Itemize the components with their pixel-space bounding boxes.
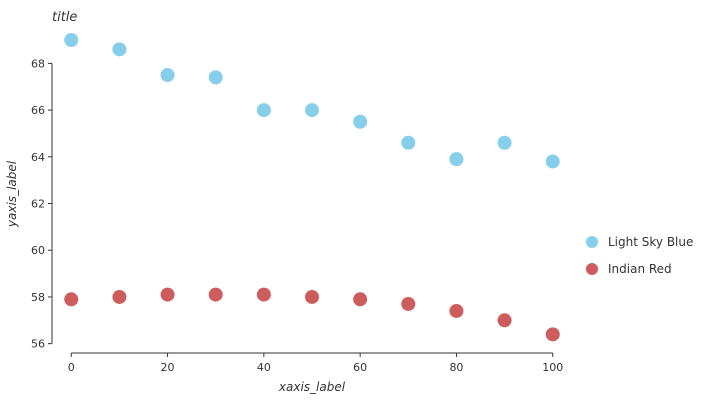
legend: Light Sky Blue Indian Red	[586, 235, 693, 276]
y-axis-title: yaxis_label	[5, 160, 19, 228]
point-light-sky-blue	[545, 154, 560, 169]
point-indian-red	[305, 289, 319, 304]
point-indian-red	[449, 303, 464, 318]
legend-swatch-indian-red	[586, 263, 598, 275]
data-points	[64, 33, 560, 342]
y-tick-label: 56	[31, 338, 45, 351]
point-indian-red	[497, 313, 512, 328]
plot-panel	[52, 33, 572, 353]
point-light-sky-blue	[449, 152, 464, 167]
point-light-sky-blue	[497, 135, 512, 150]
point-indian-red	[401, 296, 416, 311]
point-light-sky-blue	[305, 103, 319, 118]
legend-swatch-light-sky-blue	[586, 236, 598, 248]
y-tick-label: 58	[31, 291, 45, 304]
x-axis-ticks: 0 20 40 60 80 100	[68, 353, 563, 374]
x-axis-title: xaxis_label	[278, 380, 346, 394]
point-indian-red	[112, 289, 127, 304]
y-tick-label: 62	[31, 198, 45, 211]
y-tick-label: 68	[31, 57, 45, 70]
point-light-sky-blue	[353, 114, 368, 129]
y-tick-label: 60	[31, 244, 45, 257]
x-tick-label: 60	[353, 361, 367, 374]
point-indian-red	[208, 287, 223, 302]
legend-label-light-sky-blue: Light Sky Blue	[608, 235, 693, 249]
point-light-sky-blue	[256, 103, 271, 118]
x-tick-label: 20	[161, 361, 175, 374]
legend-label-indian-red: Indian Red	[608, 262, 672, 276]
point-indian-red	[64, 292, 79, 307]
y-tick-label: 64	[31, 151, 45, 164]
point-light-sky-blue	[401, 135, 416, 150]
point-indian-red	[256, 287, 271, 302]
point-indian-red	[545, 327, 560, 342]
x-tick-label: 100	[542, 361, 563, 374]
chart-title: title	[52, 10, 77, 25]
x-tick-label: 80	[449, 361, 463, 374]
point-indian-red	[353, 292, 368, 307]
point-light-sky-blue	[160, 68, 175, 83]
point-light-sky-blue	[112, 42, 127, 57]
point-light-sky-blue	[64, 33, 79, 48]
point-indian-red	[160, 287, 175, 302]
x-tick-label: 40	[257, 361, 271, 374]
y-axis-ticks: 56 58 60 62 64 66 68	[31, 57, 52, 351]
y-tick-label: 66	[31, 104, 45, 117]
point-light-sky-blue	[208, 70, 223, 85]
x-tick-label: 0	[68, 361, 75, 374]
plot-area: 56 58 60 62 64 66 68 0 20 40 60 80 100	[31, 33, 572, 374]
